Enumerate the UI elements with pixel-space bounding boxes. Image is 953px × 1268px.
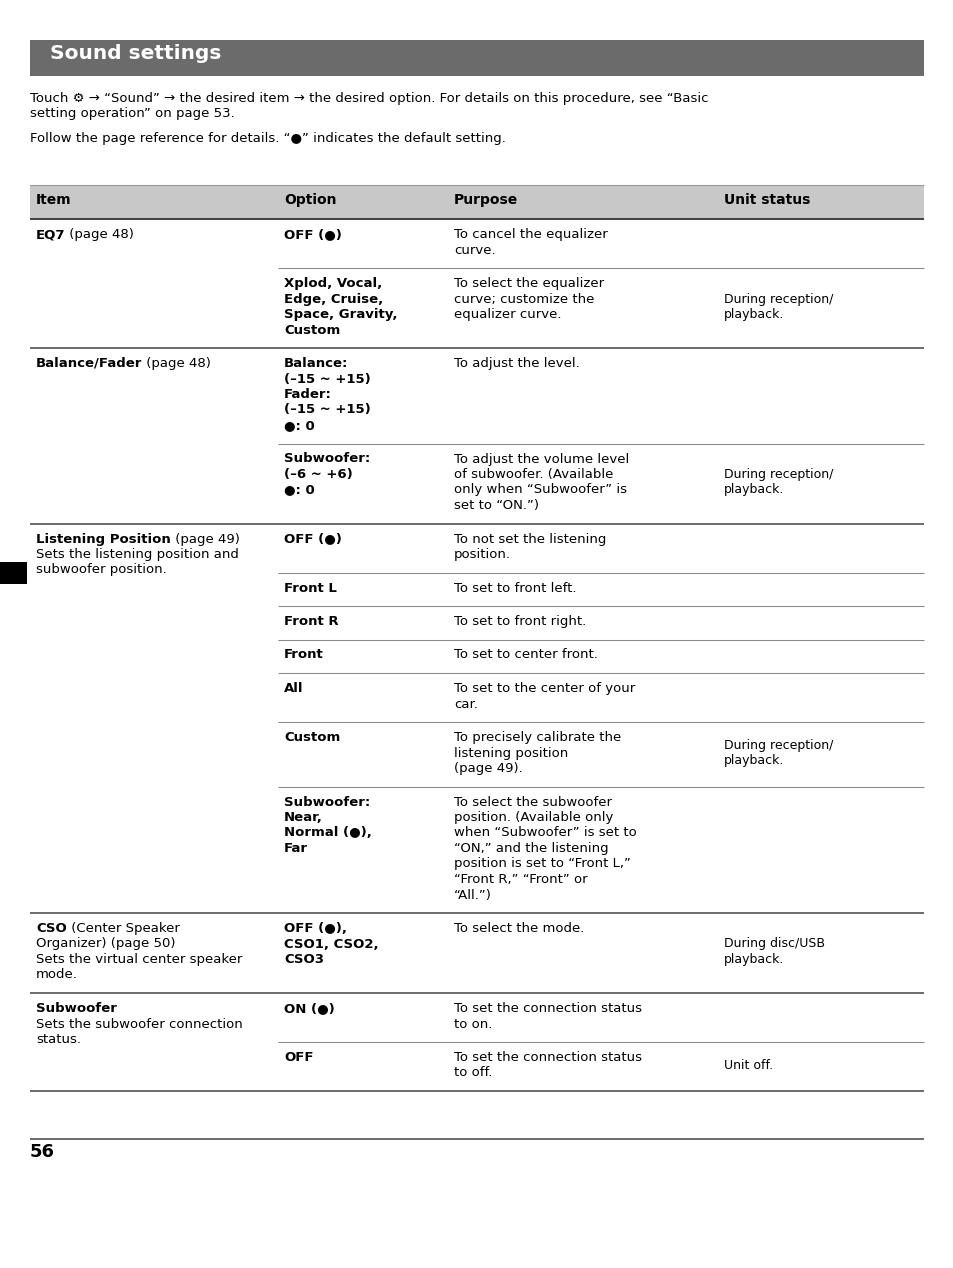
Text: OFF: OFF [284, 1051, 314, 1064]
Text: Listening Position: Listening Position [36, 533, 171, 545]
Text: Item: Item [36, 193, 71, 207]
Text: Normal (●),: Normal (●), [284, 827, 372, 839]
Text: To set to front right.: To set to front right. [454, 615, 586, 628]
Text: Subwoofer:: Subwoofer: [284, 453, 370, 465]
Text: To select the equalizer: To select the equalizer [454, 276, 603, 290]
Text: playback.: playback. [723, 308, 783, 321]
Text: All: All [284, 682, 303, 695]
Text: (Center Speaker: (Center Speaker [67, 922, 179, 935]
Text: (page 48): (page 48) [66, 228, 134, 241]
Text: (page 49): (page 49) [171, 533, 239, 545]
Text: OFF (●): OFF (●) [284, 228, 341, 241]
Text: CSO: CSO [36, 922, 67, 935]
Text: During reception/: During reception/ [723, 293, 833, 306]
Text: ON (●): ON (●) [284, 1002, 335, 1014]
Text: to off.: to off. [454, 1066, 492, 1079]
Text: position.: position. [454, 548, 511, 560]
Text: Xplod, Vocal,: Xplod, Vocal, [284, 276, 382, 290]
Text: During reception/: During reception/ [723, 739, 833, 752]
Text: (–15 ~ +15): (–15 ~ +15) [284, 403, 371, 416]
Text: playback.: playback. [723, 954, 783, 966]
Text: Near,: Near, [284, 812, 322, 824]
Text: listening position: listening position [454, 747, 568, 760]
Text: Sets the virtual center speaker: Sets the virtual center speaker [36, 954, 242, 966]
Text: 56: 56 [30, 1142, 55, 1161]
Bar [30, 185, 923, 219]
Text: Organizer) (page 50): Organizer) (page 50) [36, 937, 175, 951]
Text: Sets the listening position and: Sets the listening position and [36, 548, 238, 560]
Text: Front R: Front R [284, 615, 338, 628]
Text: ●: 0: ●: 0 [284, 483, 314, 497]
Text: OFF (●),: OFF (●), [284, 922, 347, 935]
Text: “ON,” and the listening: “ON,” and the listening [454, 842, 608, 855]
Text: of subwoofer. (Available: of subwoofer. (Available [454, 468, 613, 481]
Text: Unit off.: Unit off. [723, 1059, 772, 1071]
Text: status.: status. [36, 1033, 81, 1046]
Text: Subwoofer: Subwoofer [36, 1002, 117, 1014]
Text: set to “ON.”): set to “ON.”) [454, 500, 538, 512]
Text: setting operation” on page 53.: setting operation” on page 53. [30, 108, 234, 120]
Text: car.: car. [454, 697, 477, 710]
Text: Unit status: Unit status [723, 193, 809, 207]
Text: To select the mode.: To select the mode. [454, 922, 584, 935]
Text: subwoofer position.: subwoofer position. [36, 563, 167, 577]
Text: To set the connection status: To set the connection status [454, 1051, 641, 1064]
Text: position. (Available only: position. (Available only [454, 812, 613, 824]
Text: equalizer curve.: equalizer curve. [454, 308, 561, 321]
Text: To precisely calibrate the: To precisely calibrate the [454, 730, 620, 744]
Text: To select the subwoofer: To select the subwoofer [454, 795, 612, 809]
Text: Custom: Custom [284, 323, 340, 336]
Text: Touch ⚙ → “Sound” → the desired item → the desired option. For details on this p: Touch ⚙ → “Sound” → the desired item → t… [30, 93, 708, 105]
Text: CSO1, CSO2,: CSO1, CSO2, [284, 937, 378, 951]
Text: mode.: mode. [36, 969, 78, 981]
Bar [0, 562, 27, 583]
Text: Custom: Custom [284, 730, 340, 744]
Text: playback.: playback. [723, 483, 783, 497]
Text: EQ7: EQ7 [36, 228, 66, 241]
Text: Front: Front [284, 648, 323, 662]
Text: when “Subwoofer” is set to: when “Subwoofer” is set to [454, 827, 636, 839]
Text: Subwoofer:: Subwoofer: [284, 795, 370, 809]
Text: ●: 0: ●: 0 [284, 418, 314, 432]
Text: “Front R,” “Front” or: “Front R,” “Front” or [454, 872, 587, 886]
Text: To adjust the volume level: To adjust the volume level [454, 453, 629, 465]
Text: Balance:: Balance: [284, 358, 348, 370]
Text: To adjust the level.: To adjust the level. [454, 358, 579, 370]
Text: To set to center front.: To set to center front. [454, 648, 598, 662]
Text: to on.: to on. [454, 1017, 492, 1031]
Text: Option: Option [284, 193, 336, 207]
Text: position is set to “Front L,”: position is set to “Front L,” [454, 857, 630, 871]
Text: (–15 ~ +15): (–15 ~ +15) [284, 373, 371, 385]
Text: To cancel the equalizer: To cancel the equalizer [454, 228, 607, 241]
Text: Purpose: Purpose [454, 193, 517, 207]
Text: Far: Far [284, 842, 308, 855]
Text: OFF (●): OFF (●) [284, 533, 341, 545]
Text: Space, Gravity,: Space, Gravity, [284, 308, 397, 321]
Text: During disc/USB: During disc/USB [723, 937, 824, 951]
Text: Sets the subwoofer connection: Sets the subwoofer connection [36, 1017, 242, 1031]
Text: (–6 ~ +6): (–6 ~ +6) [284, 468, 353, 481]
Text: Balance/Fader: Balance/Fader [36, 358, 142, 370]
Text: During reception/: During reception/ [723, 468, 833, 481]
Text: Sound settings: Sound settings [50, 44, 221, 63]
Text: To set to front left.: To set to front left. [454, 582, 576, 595]
Text: playback.: playback. [723, 754, 783, 767]
Text: To set to the center of your: To set to the center of your [454, 682, 635, 695]
Text: only when “Subwoofer” is: only when “Subwoofer” is [454, 483, 626, 497]
Text: To set the connection status: To set the connection status [454, 1002, 641, 1014]
Text: To not set the listening: To not set the listening [454, 533, 606, 545]
Text: curve; customize the: curve; customize the [454, 293, 594, 306]
Text: CSO3: CSO3 [284, 954, 324, 966]
Text: “All.”): “All.”) [454, 889, 492, 902]
Text: (page 49).: (page 49). [454, 762, 522, 775]
Text: curve.: curve. [454, 243, 496, 256]
Text: Fader:: Fader: [284, 388, 332, 401]
Text: Follow the page reference for details. “●” indicates the default setting.: Follow the page reference for details. “… [30, 132, 505, 146]
Text: Edge, Cruise,: Edge, Cruise, [284, 293, 383, 306]
Bar [30, 41, 923, 76]
Text: (page 48): (page 48) [142, 358, 211, 370]
Text: Front L: Front L [284, 582, 336, 595]
